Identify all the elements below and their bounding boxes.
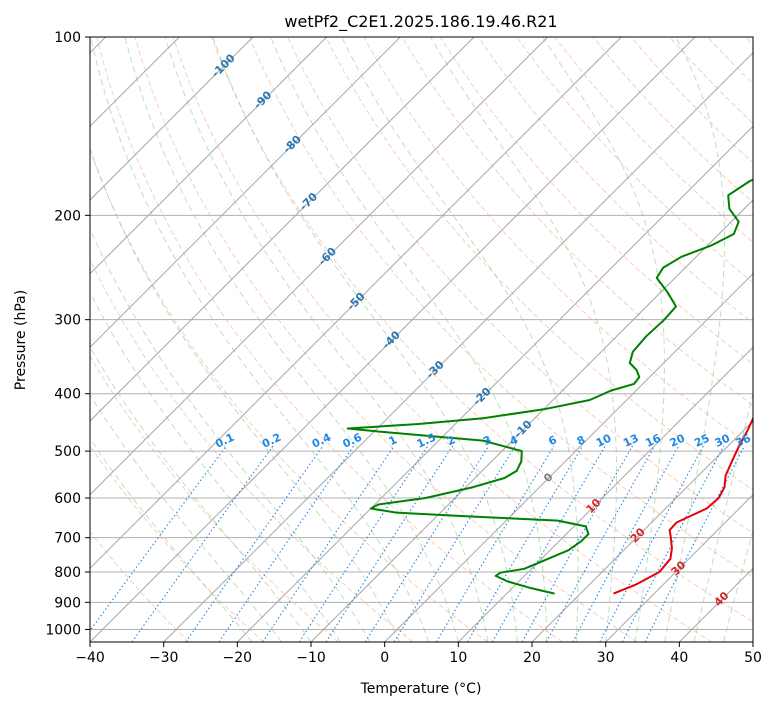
- dry-adiabat: [401, 37, 753, 406]
- mixing-ratio-line: [621, 445, 725, 642]
- dry-adiabat: [96, 37, 563, 642]
- dry-adiabat: [249, 37, 753, 578]
- y-tick-label: 1000: [45, 622, 81, 638]
- x-tick-label: 40: [670, 650, 688, 666]
- isotherm: [457, 346, 753, 642]
- y-tick-label: 900: [54, 595, 81, 611]
- x-axis: −40 −30 −20 −10 0 10 20 30 40 50: [75, 642, 762, 666]
- mixing-ratio-label: 10: [594, 431, 614, 449]
- mixing-ratio-line: [521, 445, 633, 642]
- isotherm: [90, 37, 622, 570]
- moist-adiabat: [212, 37, 518, 642]
- mixing-ratio-line: [298, 445, 429, 642]
- y-tick-label: 600: [54, 491, 81, 507]
- mixing-ratio-line: [325, 445, 454, 642]
- y-tick-label: 700: [54, 531, 81, 547]
- isotherm: [90, 37, 549, 496]
- dry-adiabat: [210, 37, 753, 623]
- dry-adiabat: [172, 37, 712, 642]
- isotherm: [531, 420, 753, 642]
- isotherm: [90, 37, 475, 422]
- moist-adiabat: [90, 291, 341, 642]
- y-tick-label: 800: [54, 565, 81, 581]
- series-layer: [346, 178, 753, 595]
- isotherm: [384, 272, 753, 642]
- isotherm: [163, 51, 753, 642]
- moist-adiabat: [90, 227, 371, 642]
- y-axis: 100 200 300 400 500 600 700 800 900 1000: [45, 30, 90, 638]
- x-axis-label: Temperature (°C): [360, 681, 482, 697]
- mixing-ratio-line: [131, 445, 274, 642]
- y-tick-label: 400: [54, 387, 81, 403]
- mixing-ratio-line: [218, 445, 355, 642]
- dry-adiabat: [90, 445, 264, 642]
- mixing-ratio-line: [644, 445, 746, 642]
- dry-adiabat: [325, 37, 753, 491]
- x-tick-label: 10: [449, 650, 467, 666]
- isotherm: [90, 37, 696, 642]
- mixing-ratio-label: 36: [733, 431, 753, 449]
- temperature-profile: [613, 416, 753, 595]
- moist-adiabat: [430, 37, 617, 642]
- mixing-ratio-label: 16: [643, 431, 663, 449]
- mixing-ratio-line: [393, 445, 516, 642]
- mixing-ratio-line: [545, 445, 656, 642]
- dry-adiabat: [90, 531, 190, 642]
- dry-adiabat: [90, 355, 339, 642]
- x-tick-label: 50: [744, 650, 762, 666]
- x-tick-label: 0: [380, 650, 389, 666]
- y-tick-label: 200: [54, 208, 81, 224]
- mixing-ratio-line: [262, 445, 395, 642]
- moist-adiabat: [341, 37, 579, 642]
- x-tick-label: 20: [523, 650, 541, 666]
- mixing-ratio-line: [467, 445, 584, 642]
- moist-adiabat: [693, 390, 753, 642]
- isotherm: [236, 125, 753, 642]
- mixing-ratio-line: [364, 445, 490, 642]
- mixing-ratio-line: [185, 445, 324, 642]
- dry-adiabat: [134, 37, 638, 642]
- y-axis-label: Pressure (hPa): [13, 290, 29, 390]
- mixing-ratio-label: 13: [621, 432, 640, 450]
- moist-adiabat: [723, 528, 753, 642]
- dewpoint-profile: [346, 178, 753, 595]
- x-tick-label: −40: [75, 650, 105, 666]
- moist-adiabat: [90, 37, 430, 642]
- isotherm: [605, 493, 753, 642]
- y-tick-label: 100: [54, 30, 81, 46]
- x-tick-label: −30: [149, 650, 179, 666]
- moist-adiabat: [124, 37, 459, 642]
- dry-adiabat: [439, 37, 753, 365]
- isotherm: [310, 199, 753, 642]
- moist-adiabat: [90, 394, 282, 642]
- dry-adiabat: [90, 148, 488, 642]
- x-tick-label: −20: [223, 650, 253, 666]
- mixing-ratio-label: 20: [668, 431, 688, 449]
- mixing-ratio-label: 30: [713, 431, 733, 449]
- x-tick-label: 30: [597, 650, 615, 666]
- isotherm: [90, 37, 254, 201]
- moist-adiabat: [90, 437, 253, 642]
- plot-frame: [89, 36, 754, 643]
- moist-adiabat: [270, 37, 548, 642]
- moist-adiabat: [164, 37, 489, 642]
- y-tick-label: 300: [54, 313, 81, 329]
- x-tick-label: −10: [296, 650, 326, 666]
- isotherm: [90, 37, 328, 275]
- chart-title: wetPf2_C2E1.2025.186.19.46.R21: [284, 12, 557, 32]
- mixing-ratio-label: 25: [692, 432, 711, 450]
- mixing-ratio-line: [435, 445, 555, 642]
- y-tick-label: 500: [54, 444, 81, 460]
- moist-adiabat: [664, 37, 726, 642]
- isotherm: [90, 37, 401, 349]
- background-lines: [90, 37, 753, 642]
- dry-adiabat: [516, 37, 753, 284]
